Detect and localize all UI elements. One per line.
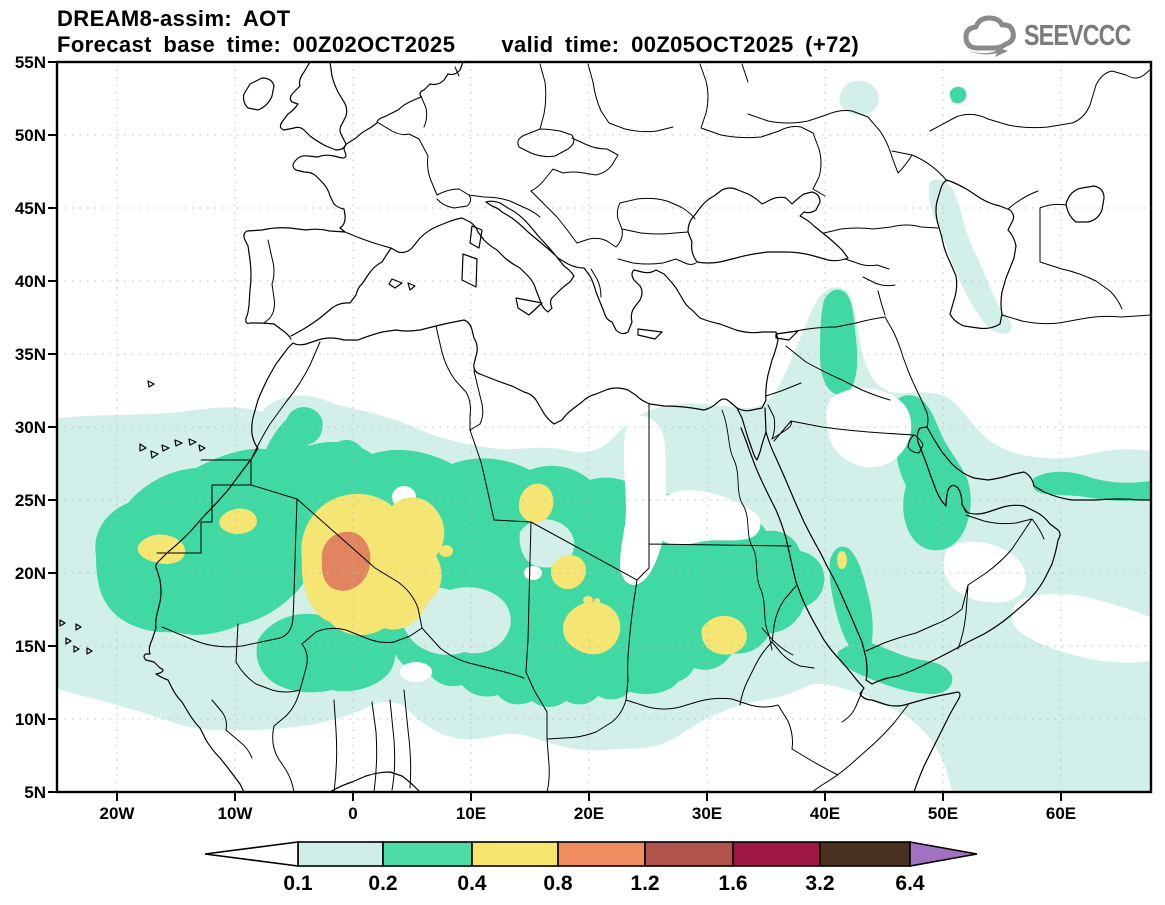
cloud-icon <box>963 15 1016 57</box>
colorbar-label: 1.2 <box>630 872 660 895</box>
lat-tick-label: 40N <box>14 272 46 291</box>
logo-text: SEEVCCC <box>1023 19 1131 52</box>
axis-ticks <box>48 61 1062 801</box>
colorbar-label: 1.6 <box>718 872 748 895</box>
colorbar-label: 0.2 <box>368 872 398 895</box>
lon-tick-label: 30E <box>691 804 723 823</box>
colorbar-segment <box>471 841 559 867</box>
lon-tick-label: 40E <box>809 804 841 823</box>
lon-tick-label: 10W <box>217 804 253 823</box>
lon-tick-label: 0 <box>348 804 358 823</box>
borders-europe-mideast <box>263 63 1151 652</box>
lon-tick-label: 10E <box>455 804 487 823</box>
lat-tick-label: 20N <box>14 564 46 583</box>
colorbar-label: 0.8 <box>543 872 573 895</box>
seevccc-logo: SEEVCCC <box>962 14 1157 58</box>
colorbar-label: 3.2 <box>805 872 835 895</box>
lat-tick-label: 15N <box>14 637 46 656</box>
lon-tick-label: 60E <box>1045 804 1077 823</box>
colorbar-underflow-arrow <box>204 841 299 867</box>
lon-tick-label: 20E <box>573 804 605 823</box>
colorbar-segment <box>819 841 911 867</box>
lon-tick-label: 20W <box>99 804 135 823</box>
lat-tick-label: 10N <box>14 710 46 729</box>
lat-tick-label: 50N <box>14 126 46 145</box>
lat-tick-label: 35N <box>14 345 46 364</box>
aot-inner-level1-patches <box>399 519 575 655</box>
colorbar-overflow-arrow <box>909 841 978 867</box>
colorbar-label: 0.4 <box>457 872 487 895</box>
coastlines <box>59 62 1151 792</box>
colorbar-segment <box>644 841 734 867</box>
aot-fill-level3 <box>137 483 847 655</box>
lat-tick-label: 45N <box>14 199 46 218</box>
lon-tick-label: 50E <box>927 804 959 823</box>
lat-tick-label: 5N <box>24 783 46 802</box>
forecast-base-time: Forecast base time: 00Z02OCT2025 <box>57 32 456 57</box>
colorbar-label: 0.1 <box>283 872 313 895</box>
page-title: DREAM8-assim: AOT <box>57 6 291 31</box>
forecast-time-line: Forecast base time: 00Z02OCT2025 valid t… <box>57 32 859 58</box>
valid-time: valid time: 00Z05OCT2025 (+72) <box>501 32 860 57</box>
colorbar-segment <box>297 841 384 867</box>
lat-tick-label: 55N <box>14 53 46 72</box>
colorbar-label: 6.4 <box>895 872 925 895</box>
borders-africa <box>156 325 909 792</box>
lat-tick-label: 25N <box>14 491 46 510</box>
colorbar-segment <box>557 841 646 867</box>
colorbar <box>204 841 978 867</box>
colorbar-segment <box>382 841 473 867</box>
lat-tick-label: 30N <box>14 418 46 437</box>
aot-fill-level4 <box>321 531 371 591</box>
colorbar-segment <box>732 841 821 867</box>
